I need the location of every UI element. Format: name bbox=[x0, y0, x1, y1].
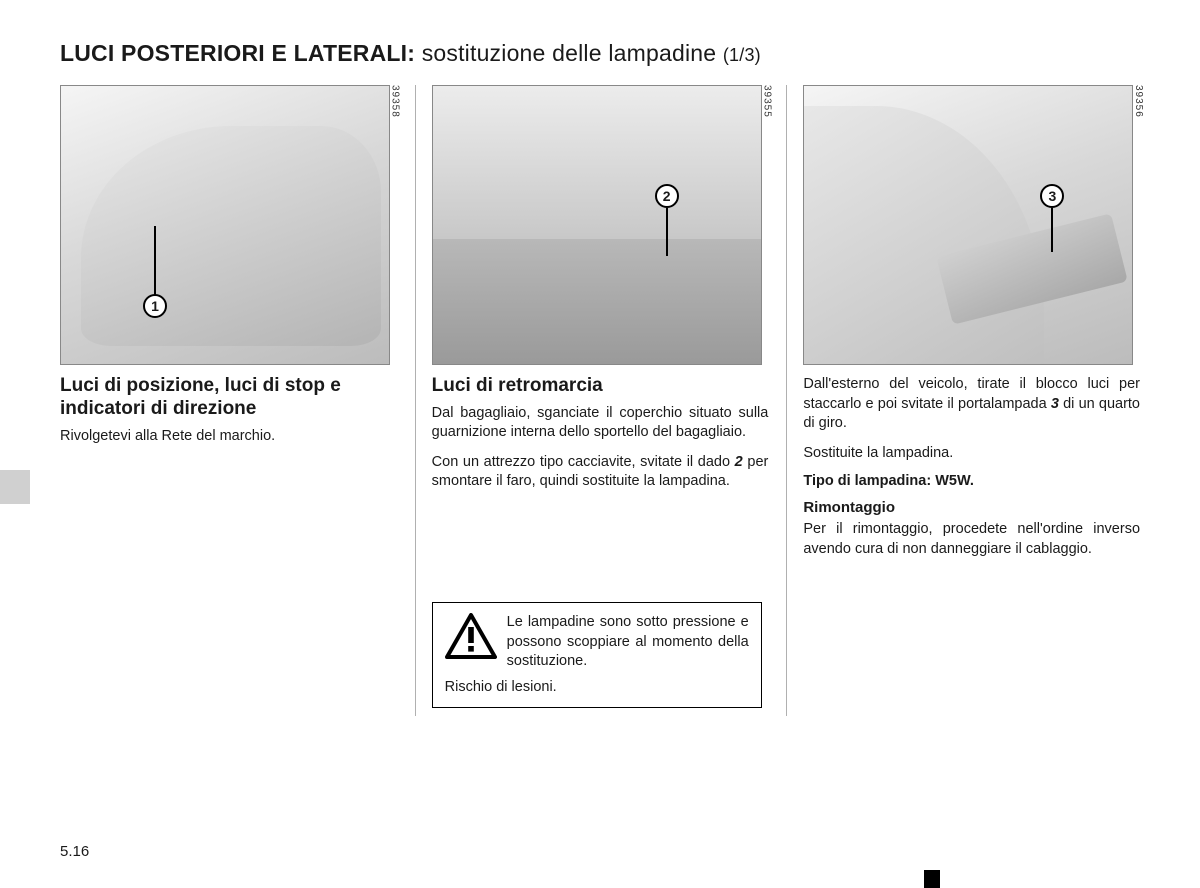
title-fraction: (1/3) bbox=[723, 45, 761, 65]
callout-2: 2 bbox=[655, 184, 679, 208]
col3-p1: Dall'esterno del veicolo, tirate il bloc… bbox=[803, 375, 1140, 434]
column-3: 3 39356 Dall'esterno del veicolo, tirate… bbox=[803, 85, 1140, 716]
title-sub: sostituzione delle lampadine bbox=[422, 40, 717, 66]
col2-heading: Luci di retromarcia bbox=[432, 375, 769, 398]
col3-p3: Per il rimontaggio, procedete nell'ordin… bbox=[803, 520, 1140, 559]
callout-1-line bbox=[154, 226, 156, 296]
col3-p1-ref: 3 bbox=[1051, 396, 1059, 412]
taillight-panel-illustration bbox=[803, 106, 1044, 365]
figure-1-wrap: 1 39358 bbox=[60, 85, 397, 365]
callout-1-label: 1 bbox=[151, 298, 159, 314]
figure-3-wrap: 3 39356 bbox=[803, 85, 1140, 365]
col1-p1: Rivolgetevi alla Rete del marchio. bbox=[60, 427, 397, 447]
column-1: 1 39358 Luci di posizione, luci di stop … bbox=[60, 85, 416, 716]
col2-p2a: Con un attrezzo tipo cacciavite, svitate… bbox=[432, 454, 735, 470]
warning-text-1: Le lampadine sono sotto pressione e poss… bbox=[507, 613, 749, 672]
page-title: LUCI POSTERIORI E LATERALI: sostituzione… bbox=[60, 40, 1140, 67]
car-rear-illustration bbox=[81, 126, 381, 346]
footer-crop-mark bbox=[924, 870, 940, 888]
callout-2-label: 2 bbox=[663, 188, 671, 204]
col2-p2: Con un attrezzo tipo cacciavite, svitate… bbox=[432, 453, 769, 492]
col3-p2: Sostituite la lampadina. bbox=[803, 444, 1140, 464]
col2-p2-ref: 2 bbox=[735, 454, 743, 470]
warning-top-row: Le lampadine sono sotto pressione e poss… bbox=[445, 613, 749, 672]
callout-3: 3 bbox=[1040, 184, 1064, 208]
figure-3-code: 39356 bbox=[1133, 85, 1144, 118]
figure-1: 1 bbox=[60, 85, 390, 365]
callout-2-line bbox=[666, 208, 668, 256]
callout-3-line bbox=[1051, 208, 1053, 252]
title-main: LUCI POSTERIORI E LATERALI: bbox=[60, 40, 415, 66]
callout-1: 1 bbox=[143, 294, 167, 318]
figure-2-wrap: 2 39355 bbox=[432, 85, 769, 365]
figure-2: 2 bbox=[432, 85, 762, 365]
col2-p1: Dal bagagliaio, sganciate il coperchio s… bbox=[432, 404, 769, 443]
figure-2-code: 39355 bbox=[761, 85, 772, 118]
page-number: 5.16 bbox=[60, 843, 89, 860]
figure-1-code: 39358 bbox=[390, 85, 401, 118]
callout-3-label: 3 bbox=[1048, 188, 1056, 204]
trunk-lower-illustration bbox=[433, 239, 761, 364]
col3-bulb-type: Tipo di lampadina: W5W. bbox=[803, 473, 1140, 489]
trunk-lid-illustration bbox=[433, 86, 761, 239]
warning-text-2: Rischio di lesioni. bbox=[445, 678, 749, 698]
figure-3: 3 bbox=[803, 85, 1133, 365]
col3-subheading: Rimontaggio bbox=[803, 499, 1140, 516]
column-2: 2 39355 Luci di retromarcia Dal bagaglia… bbox=[432, 85, 788, 716]
side-tab-mark bbox=[0, 470, 30, 504]
warning-box: Le lampadine sono sotto pressione e poss… bbox=[432, 602, 762, 708]
content-columns: 1 39358 Luci di posizione, luci di stop … bbox=[60, 85, 1140, 716]
col1-heading: Luci di posizione, luci di stop e indica… bbox=[60, 375, 397, 421]
warning-triangle-icon bbox=[445, 613, 497, 659]
